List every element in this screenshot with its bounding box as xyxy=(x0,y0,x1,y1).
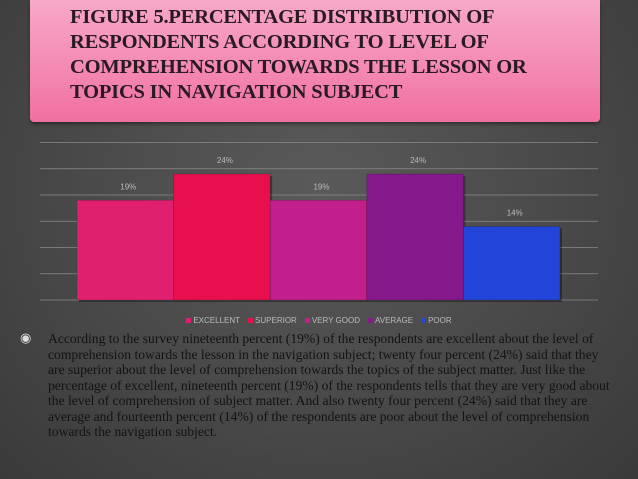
title-box: FIGURE 5.PERCENTAGE DISTRIBUTION OF RESP… xyxy=(30,0,600,122)
legend-item: EXCELLENT xyxy=(186,316,240,325)
chart-title: FIGURE 5.PERCENTAGE DISTRIBUTION OF RESP… xyxy=(70,6,527,103)
bar xyxy=(269,199,368,301)
legend-swatch xyxy=(368,318,373,323)
bar xyxy=(76,199,174,301)
data-label: 19% xyxy=(120,182,136,191)
bar xyxy=(173,173,271,301)
bullet: ◉ xyxy=(20,331,32,346)
legend: EXCELLENT SUPERIOR VERY GOOD AVERAGE POOR xyxy=(0,316,638,325)
bar xyxy=(463,226,561,301)
legend-item: POOR xyxy=(421,316,452,325)
legend-label: EXCELLENT xyxy=(193,316,241,325)
legend-swatch xyxy=(186,318,192,323)
legend-swatch xyxy=(421,318,427,323)
data-label: 24% xyxy=(217,156,233,165)
bar xyxy=(366,173,464,301)
legend-item: SUPERIOR xyxy=(248,316,297,325)
body-text: According to the survey nineteenth perce… xyxy=(48,331,610,439)
data-label: 24% xyxy=(410,156,426,165)
legend-label: VERY GOOD xyxy=(311,316,360,325)
legend-item: AVERAGE xyxy=(368,316,413,325)
data-label: 14% xyxy=(507,209,523,218)
legend-swatch xyxy=(248,318,254,323)
legend-swatch xyxy=(304,318,310,323)
legend-label: AVERAGE xyxy=(375,316,414,325)
legend-item: VERY GOOD xyxy=(304,316,360,325)
legend-label: SUPERIOR xyxy=(255,316,297,325)
legend-label: POOR xyxy=(428,316,452,325)
data-label: 19% xyxy=(313,182,329,191)
